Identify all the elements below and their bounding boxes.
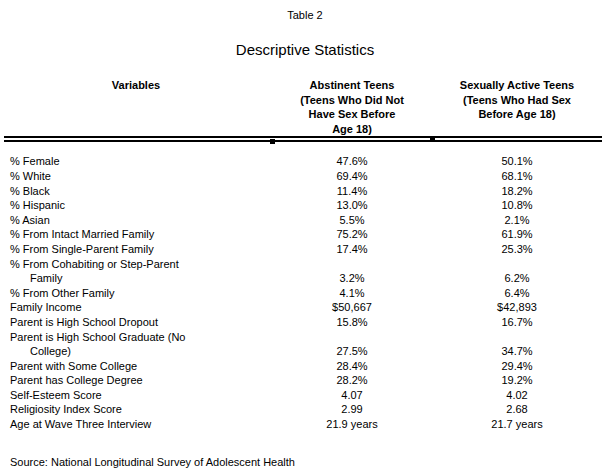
- row-label: % From Cohabiting or Step-Parent Family: [0, 257, 272, 286]
- active-value: 29.4%: [432, 359, 602, 374]
- row-label: Parent has College Degree: [0, 373, 272, 388]
- table-row: % Asian 5.5% 2.1%: [0, 213, 610, 228]
- double-rule-divider: [4, 136, 602, 142]
- row-label: % Asian: [0, 213, 272, 228]
- table-row: Parent is High School Graduate (No Colle…: [0, 330, 610, 359]
- table-row: % Black 11.4% 18.2%: [0, 184, 610, 199]
- column-junction-tick: [270, 139, 275, 144]
- table-row: % From Other Family 4.1% 6.4%: [0, 286, 610, 301]
- active-value: 19.2%: [432, 373, 602, 388]
- abstinent-value: 27.5%: [272, 344, 432, 359]
- source-note: Source: National Longitudinal Survey of …: [0, 455, 610, 470]
- active-value: 21.7 years: [432, 417, 602, 432]
- abstinent-value: 11.4%: [272, 184, 432, 199]
- row-label: % White: [0, 169, 272, 184]
- paper-page: Table 2 Descriptive Statistics Variables…: [0, 0, 610, 474]
- active-value: 6.2%: [432, 271, 602, 286]
- table-header-row: Variables Abstinent Teens (Teens Who Did…: [0, 78, 610, 136]
- active-value: 18.2%: [432, 184, 602, 199]
- column-header-sexually-active-teens: Sexually Active Teens (Teens Who Had Sex…: [432, 78, 602, 136]
- active-value: 16.7%: [432, 315, 602, 330]
- row-label: Age at Wave Three Interview: [0, 417, 272, 432]
- abstinent-value: 47.6%: [272, 154, 432, 169]
- table-row: % Hispanic 13.0% 10.8%: [0, 198, 610, 213]
- row-label: Parent with Some College: [0, 359, 272, 374]
- row-label: Parent is High School Dropout: [0, 315, 272, 330]
- column-header-abstinent-teens: Abstinent Teens (Teens Who Did Not Have …: [272, 78, 432, 136]
- row-label: % Hispanic: [0, 198, 272, 213]
- abstinent-value: 21.9 years: [272, 417, 432, 432]
- table-title: Descriptive Statistics: [0, 42, 610, 58]
- active-value: 2.68: [432, 402, 602, 417]
- active-value: 10.8%: [432, 198, 602, 213]
- active-value: 25.3%: [432, 242, 602, 257]
- row-label: Religiosity Index Score: [0, 402, 272, 417]
- table-body: % Female 47.6% 50.1% % White 69.4% 68.1%…: [0, 154, 610, 431]
- column-header-variables: Variables: [0, 78, 272, 136]
- table-row: % From Intact Married Family 75.2% 61.9%: [0, 227, 610, 242]
- abstinent-value: 69.4%: [272, 169, 432, 184]
- abstinent-value: 17.4%: [272, 242, 432, 257]
- active-value: 68.1%: [432, 169, 602, 184]
- abstinent-value: 28.2%: [272, 373, 432, 388]
- table-number-label: Table 2: [0, 0, 610, 22]
- table-row: Family Income $50,667 $42,893: [0, 300, 610, 315]
- abstinent-value: 15.8%: [272, 315, 432, 330]
- abstinent-value: $50,667: [272, 300, 432, 315]
- row-label: Parent is High School Graduate (No Colle…: [0, 330, 272, 359]
- row-label: % From Single-Parent Family: [0, 242, 272, 257]
- abstinent-value: 5.5%: [272, 213, 432, 228]
- active-value: 34.7%: [432, 344, 602, 359]
- active-value: 2.1%: [432, 213, 602, 228]
- table-row: % White 69.4% 68.1%: [0, 169, 610, 184]
- table-row: % From Cohabiting or Step-Parent Family …: [0, 257, 610, 286]
- row-label: % Female: [0, 154, 272, 169]
- row-label: % Black: [0, 184, 272, 199]
- table-row: Religiosity Index Score 2.99 2.68: [0, 402, 610, 417]
- table-row: Self-Esteem Score 4.07 4.02: [0, 388, 610, 403]
- table-row: Parent has College Degree 28.2% 19.2%: [0, 373, 610, 388]
- table-row: Parent is High School Dropout 15.8% 16.7…: [0, 315, 610, 330]
- table-row: Age at Wave Three Interview 21.9 years 2…: [0, 417, 610, 432]
- abstinent-value: 4.07: [272, 388, 432, 403]
- abstinent-value: 3.2%: [272, 271, 432, 286]
- active-value: 61.9%: [432, 227, 602, 242]
- abstinent-value: 2.99: [272, 402, 432, 417]
- row-label: % From Other Family: [0, 286, 272, 301]
- table-row: Parent with Some College 28.4% 29.4%: [0, 359, 610, 374]
- abstinent-value: 4.1%: [272, 286, 432, 301]
- active-value: 50.1%: [432, 154, 602, 169]
- abstinent-value: 28.4%: [272, 359, 432, 374]
- row-label: Self-Esteem Score: [0, 388, 272, 403]
- table-row: % From Single-Parent Family 17.4% 25.3%: [0, 242, 610, 257]
- active-value: $42,893: [432, 300, 602, 315]
- row-label: % From Intact Married Family: [0, 227, 272, 242]
- abstinent-value: 13.0%: [272, 198, 432, 213]
- row-label: Family Income: [0, 300, 272, 315]
- active-value: 4.02: [432, 388, 602, 403]
- active-value: 6.4%: [432, 286, 602, 301]
- abstinent-value: 75.2%: [272, 227, 432, 242]
- table-row: % Female 47.6% 50.1%: [0, 154, 610, 169]
- column-junction-tick: [430, 137, 435, 142]
